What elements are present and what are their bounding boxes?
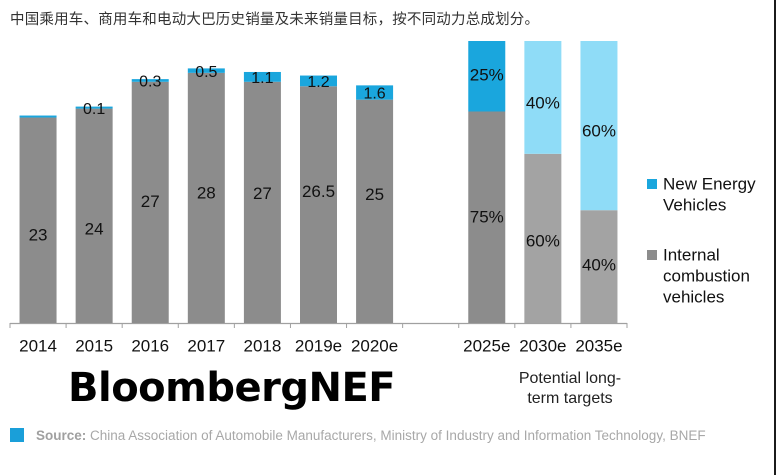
bar-ice-2030e [524,153,562,323]
bar-nev-2014 [19,115,57,118]
data-label-ice-2019e: 26.5 [302,182,335,201]
group-caption-line-1: Potential long- [518,370,622,387]
data-label-ice-2015: 24 [85,219,104,238]
data-label-ice-2030e: 60% [526,231,560,250]
source-note: Source: China Association of Automobile … [10,425,730,447]
x-tick-label-2020e: 2020e [351,336,398,355]
bar-nev-2030e [524,41,562,154]
bar-ice-2019e [300,86,337,324]
bar-nev-2016 [131,79,169,82]
data-label-nev-2035e: 60% [582,121,616,140]
bar-ice-2014 [19,117,57,324]
group-caption: Potential long- term targets [500,369,640,409]
source-label: Source: [36,428,87,443]
brand-logo: BloombergNEF [68,365,396,411]
legend-label-1-0: Internal [663,245,720,264]
x-tick-label-2019e: 2019e [295,336,342,355]
data-label-nev-2020e: 1.6 [363,86,385,103]
bar-ice-2016 [131,81,169,323]
data-label-nev-2015: 0.1 [83,101,105,118]
data-label-ice-2014: 23 [29,225,48,244]
x-tick-label-2030e: 2030e [519,336,566,355]
data-label-ice-2017: 28 [197,183,216,202]
data-label-nev-2030e: 40% [526,93,560,112]
x-tick-label-2017: 2017 [187,336,225,355]
data-label-ice-2020e: 25 [365,185,384,204]
data-label-ice-2025e: 75% [470,207,504,226]
bar-nev-2035e [580,41,618,211]
legend-label-0-0: New Energy [663,174,756,193]
bar-ice-2020e [356,99,394,324]
right-edge-divider [774,0,776,475]
legend-label-1-2: vehicles [663,287,724,306]
chart-title: 中国乘用车、商用车和电动大巴历史销量及未来销量目标，按不同动力总成划分。 [10,12,540,28]
source-square-icon [10,428,24,442]
x-tick-label-2025e: 2025e [463,336,510,355]
legend-label-0-1: Vehicles [663,195,726,214]
data-label-nev-2025e: 25% [470,65,504,84]
group-caption-line-2: term targets [527,390,613,407]
data-label-nev-2017: 0.5 [195,64,217,81]
legend-swatch-1 [647,250,657,260]
x-tick-label-2014: 2014 [19,336,57,355]
data-label-ice-2016: 27 [141,192,160,211]
bar-ice-2018 [243,81,281,323]
legend-label-1-1: combustion [663,266,750,285]
x-tick-label-2016: 2016 [131,336,169,355]
bar-ice-2015 [75,108,113,323]
bar-nev-2020e [356,85,394,100]
bar-ice-2035e [580,210,618,323]
bar-ice-2017 [187,72,225,323]
legend-swatch-0 [647,179,657,189]
bar-nev-2015 [75,106,113,109]
bar-nev-2019e [300,75,337,87]
bar-ice-2025e [468,111,506,323]
source-text: China Association of Automobile Manufact… [86,428,706,443]
bar-nev-2017 [187,68,225,73]
data-label-nev-2019e: 1.2 [307,74,329,91]
x-tick-label-2018: 2018 [243,336,281,355]
x-tick-label-2035e: 2035e [575,336,622,355]
data-label-ice-2035e: 40% [582,255,616,274]
data-label-ice-2018: 27 [253,184,272,203]
x-tick-label-2015: 2015 [75,336,113,355]
bar-nev-2018 [243,71,281,82]
data-label-nev-2016: 0.3 [139,74,161,91]
data-label-nev-2018: 1.1 [251,70,273,87]
bar-nev-2025e [468,41,506,112]
